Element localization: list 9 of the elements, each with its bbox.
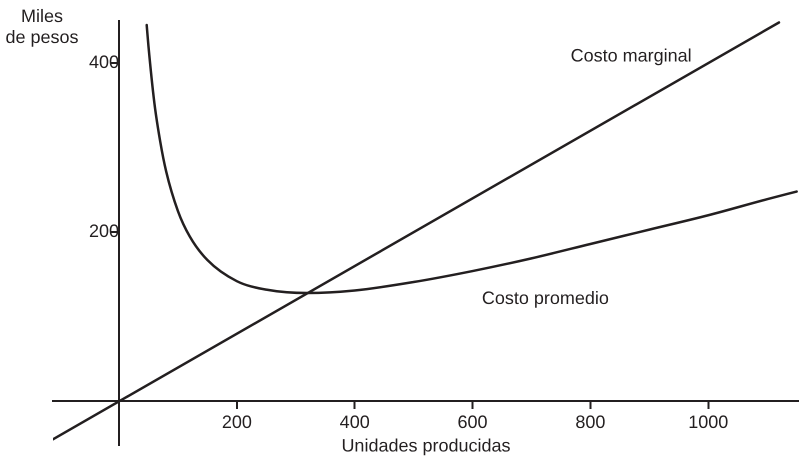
x-tick-label: 200 xyxy=(222,412,252,432)
x-tick-label: 1000 xyxy=(688,412,728,432)
series-label: Costo marginal xyxy=(570,45,692,66)
x-tick-label: 800 xyxy=(575,412,606,432)
series-label: Costo promedio xyxy=(482,288,609,308)
y-axis-title: Miles de pesos xyxy=(4,6,80,48)
x-axis-title: Unidades producidas xyxy=(341,436,511,456)
x-tick-label: 400 xyxy=(340,412,370,432)
x-tick-label: 600 xyxy=(458,412,488,432)
